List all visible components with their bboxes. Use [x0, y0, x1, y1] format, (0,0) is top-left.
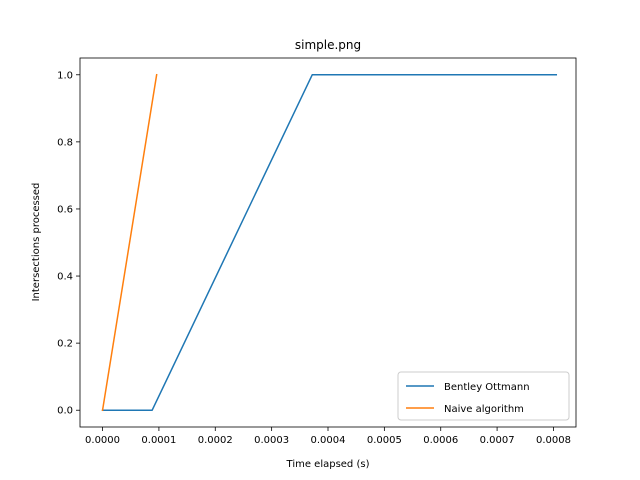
y-tick-label: 0.8 — [57, 137, 73, 148]
x-tick-label: 0.0007 — [480, 435, 515, 446]
series-line-bentley-ottmann — [101, 74, 558, 411]
series-layer — [101, 73, 558, 412]
y-tick-label: 0.0 — [57, 406, 73, 417]
y-axis: 0.0 0.2 0.4 0.6 0.8 1.0 — [57, 70, 80, 417]
legend-label-naive-algorithm: Naive algorithm — [444, 404, 524, 415]
x-tick-label: 0.0002 — [198, 435, 233, 446]
legend-label-bentley-ottmann: Bentley Ottmann — [444, 382, 530, 393]
y-tick-label: 0.2 — [57, 339, 73, 350]
y-axis-label: Intersections processed — [31, 183, 42, 302]
x-tick-label: 0.0004 — [311, 435, 346, 446]
x-tick-label: 0.0001 — [141, 435, 176, 446]
series-line-naive-algorithm — [101, 73, 158, 412]
x-axis-label: Time elapsed (s) — [286, 459, 370, 470]
x-tick-label: 0.0008 — [536, 435, 571, 446]
y-tick-label: 0.4 — [57, 272, 73, 283]
y-tick-label: 1.0 — [57, 70, 73, 81]
x-axis: 0.0000 0.0001 0.0002 0.0003 0.0004 0.0005 0.00… — [85, 427, 571, 446]
x-tick-label: 0.0003 — [254, 435, 289, 446]
x-tick-label: 0.0006 — [423, 435, 458, 446]
y-tick-label: 0.6 — [57, 204, 73, 215]
legend: Bentley Ottmann Naive algorithm — [397, 371, 570, 421]
chart-title: simple.png — [295, 38, 361, 52]
x-tick-label: 0.0005 — [367, 435, 402, 446]
x-tick-label: 0.0000 — [85, 435, 120, 446]
legend-box — [397, 371, 570, 421]
